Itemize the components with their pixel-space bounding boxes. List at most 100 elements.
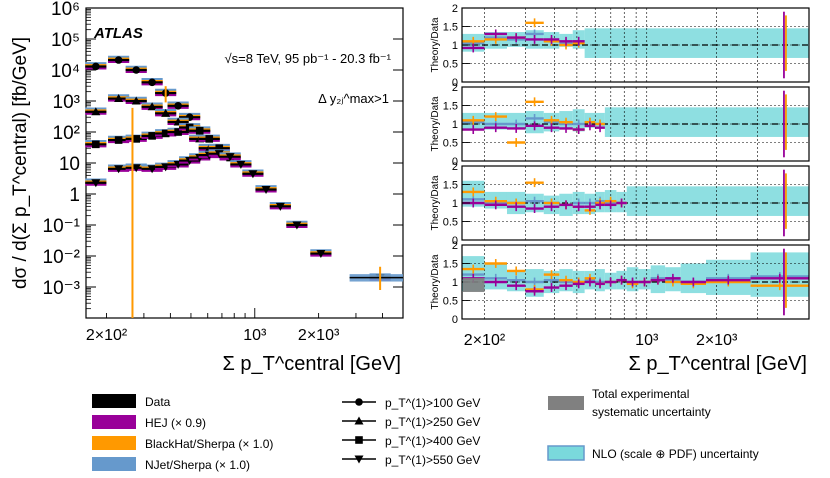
legend-nlo-swatch (547, 445, 585, 461)
data-point (147, 102, 157, 111)
legend-label: HEJ (× 0.9) (145, 416, 206, 430)
data-point (131, 164, 141, 173)
legend-marker-label: p_T^(1)>400 GeV (385, 434, 480, 448)
data-point (114, 94, 124, 103)
data-point (174, 102, 182, 110)
ratio-y-tick-label: 1 (452, 40, 458, 52)
data-point (215, 144, 224, 153)
ratio-y-tick-label: 2 (452, 161, 458, 173)
y-tick-label: 1 (69, 185, 80, 206)
cut-label: Δ y₂ⱼ^max>1 (318, 91, 389, 106)
data-point (92, 62, 100, 71)
ratio-y-tick-label-zero: 0 (452, 235, 458, 247)
legend-syst-label-1: Total experimental (592, 387, 689, 401)
legend-swatch (92, 415, 136, 429)
legend-label: NJet/Sherpa (× 1.0) (145, 458, 250, 472)
energy-label: √s=8 TeV, 95 pb⁻¹ - 20.3 fb⁻¹ (225, 51, 392, 66)
data-point (148, 132, 156, 140)
legend-marker (355, 436, 363, 444)
x-tick-label: 2×10³ (298, 327, 340, 344)
data-point (91, 107, 101, 116)
ratio-x-axis-label: Σ p_T^central [GeV] (629, 353, 808, 375)
legend-nlo-label: NLO (scale ⊕ PDF) uncertainty (592, 447, 759, 461)
ratio-y-tick-label: 2 (452, 82, 458, 94)
data-point (236, 160, 246, 169)
ratio-y-tick-label: 0.5 (443, 138, 458, 150)
ratio-y-label: Theory/Data (430, 17, 441, 72)
legend-syst-swatch (548, 396, 584, 410)
ratio-y-tick-label: 1.5 (443, 259, 458, 271)
data-point (292, 221, 302, 230)
nlo-band (584, 28, 809, 58)
ratio-y-tick-label: 0.5 (443, 59, 458, 71)
legend: Data HEJ (× 0.9) BlackHat/Sherpa (× 1.0) NJ… (92, 387, 759, 472)
y-tick-label: 10⁻¹ (43, 216, 81, 237)
data-point (147, 165, 157, 174)
nlo-band (604, 107, 809, 137)
data-point (205, 135, 214, 143)
data-point (248, 170, 258, 179)
legend-swatch (92, 436, 136, 450)
ratio-y-tick-label: 2 (452, 240, 458, 252)
series-3 (85, 149, 391, 283)
ratio-y-tick-label: 1.5 (443, 22, 458, 34)
y-tick-label: 10⁵ (51, 30, 80, 51)
data-point (174, 128, 182, 136)
ratio-panels: 0.511.520Theory/Data0.511.520Theory/Data… (430, 3, 810, 375)
ratio-panel-3: 0.5 1 1.5 2 0 Theory/Data (430, 240, 810, 326)
legend-marker (354, 455, 364, 464)
nlo-band (626, 186, 809, 216)
ratio-y-label: Theory/Data (430, 175, 441, 230)
data-point (91, 179, 101, 188)
data-point (214, 150, 224, 159)
data-point (195, 126, 204, 135)
legend-marker-label: p_T^(1)>100 GeV (385, 396, 480, 410)
data-point (161, 129, 170, 138)
legend-swatch (92, 457, 136, 471)
legend-marker-label: p_T^(1)>250 GeV (385, 415, 480, 429)
x-tick-label: 10³ (243, 327, 267, 344)
data-point (114, 165, 124, 174)
ratio-y-label: Theory/Data (430, 96, 441, 151)
y-tick-label: 10³ (53, 92, 80, 113)
legend-marker-label: p_T^(1)>550 GeV (385, 453, 480, 467)
y-tick-label: 10⁴ (51, 61, 80, 82)
legend-label: Data (145, 395, 171, 409)
ratio-y-tick-label-zero: 0 (452, 156, 458, 168)
x-tick-label: 2×10² (86, 327, 128, 344)
data-point (275, 202, 285, 211)
ratio-x-tick-label: 2×10² (464, 332, 506, 349)
legend-marker (354, 416, 364, 425)
legend-marker (355, 398, 363, 406)
data-point (132, 135, 141, 143)
data-point (225, 153, 235, 162)
ratio-y-tick-label: 1.5 (443, 180, 458, 192)
ratio-y-tick-label: 1 (452, 119, 458, 131)
ratio-y-label: Theory/Data (430, 254, 441, 309)
ratio-y-tick-label: 1.5 (443, 101, 458, 113)
ratio-y-tick-label-zero: 0 (452, 77, 458, 89)
y-tick-label: 10⁻² (43, 247, 81, 268)
data-point (161, 108, 171, 117)
ratio-y-tick-label: 2 (452, 3, 458, 15)
y-axis-label: dσ / d(Σ p_T^central) [fb/GeV] (10, 37, 31, 289)
ratio-y-tick-label: 0.5 (443, 296, 458, 308)
atlas-label: ATLAS (93, 25, 143, 42)
ratio-panel-2: 0.5 1 1.5 2 0 Theory/Data (430, 161, 810, 247)
ratio-x-tick-label: 2×10³ (696, 332, 738, 349)
ratio-y-tick-label: 0.5 (443, 217, 458, 229)
y-tick-label: 10⁶ (51, 0, 80, 20)
ratio-y-tick-label: 1 (452, 277, 458, 289)
data-point (92, 140, 100, 149)
data-point (114, 136, 123, 144)
main-cross-section-plot: 10⁶ 10⁵ 10⁴ 10³ 10² 10 1 10⁻¹ 10⁻² 10⁻³ 2×10² 10³ 2×… (10, 0, 404, 375)
syst-uncertainty-box (463, 278, 485, 292)
data-point (131, 96, 141, 105)
data-point (148, 78, 156, 87)
ratio-panel-0: 0.5 1 1.5 2 0 Theory/Data (430, 3, 810, 89)
y-tick-label: 10 (59, 154, 80, 175)
data-point (316, 250, 326, 259)
x-axis-label: Σ p_T^central [GeV] (223, 353, 402, 375)
legend-label: BlackHat/Sherpa (× 1.0) (145, 437, 273, 451)
y-tick-label: 10² (53, 123, 80, 144)
